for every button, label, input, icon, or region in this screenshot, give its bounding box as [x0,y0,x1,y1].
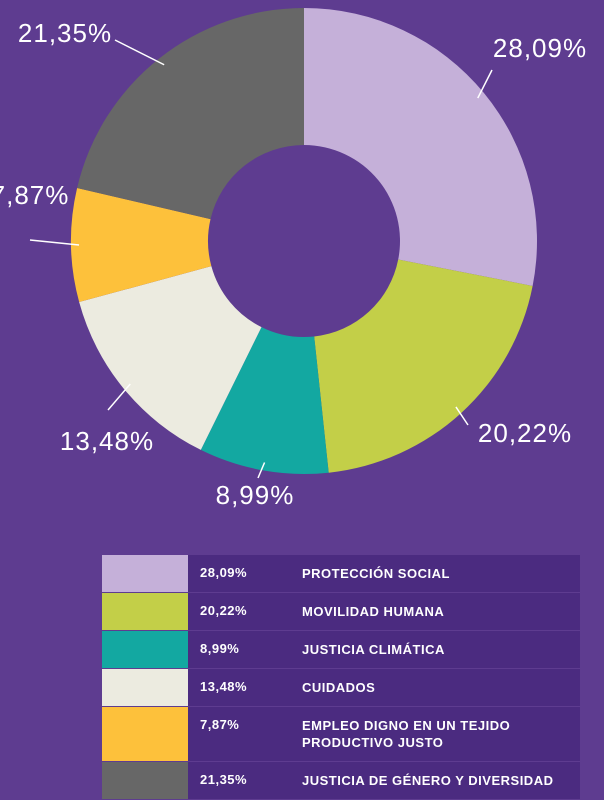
legend-label: JUSTICIA DE GÉNERO Y DIVERSIDAD [302,773,554,788]
donut-segment [77,8,304,220]
legend-label: CUIDADOS [302,680,376,695]
chart: 28,09% 20,22% 8,99% 13,48% 7,87% 21,35% [0,8,587,510]
legend-label: JUSTICIA CLIMÁTICA [302,642,445,657]
legend-row: 28,09% PROTECCIÓN SOCIAL [102,555,580,593]
legend-label: EMPLEO DIGNO EN UN TEJIDO PRODUCTIVO JUS… [302,718,511,750]
data-label: 21,35% [18,18,112,48]
legend-row: 20,22% MOVILIDAD HUMANA [102,593,580,631]
legend-value: 20,22% [200,603,248,618]
leader-line [29,239,80,246]
legend-row: 13,48% CUIDADOS [102,669,580,707]
legend-swatch [102,762,188,799]
donut-segment [304,8,537,286]
legend-swatch [102,631,188,668]
legend-swatch [102,555,188,592]
data-label: 8,99% [216,480,295,510]
legend-swatch [102,593,188,630]
data-label: 13,48% [60,426,154,456]
legend-value: 21,35% [200,772,248,787]
legend-swatch [102,669,188,706]
leader-line [257,462,266,479]
legend-row: 21,35% JUSTICIA DE GÉNERO Y DIVERSIDAD [102,762,580,800]
donut-segment [70,188,212,303]
data-label: 28,09% [493,33,587,63]
leader-line [114,39,165,66]
legend-value: 7,87% [200,717,240,732]
data-label: 7,87% [0,180,69,210]
leader-line [477,69,493,99]
legend-row: 8,99% JUSTICIA CLIMÁTICA [102,631,580,669]
leader-line [107,383,131,411]
donut-segment [314,259,533,473]
data-label: 20,22% [478,418,572,448]
legend-label: MOVILIDAD HUMANA [302,604,445,619]
legend-swatch [102,707,188,761]
legend-label: PROTECCIÓN SOCIAL [302,566,450,581]
legend-value: 8,99% [200,641,240,656]
legend: 28,09% PROTECCIÓN SOCIAL 20,22% MOVILIDAD H… [102,555,580,800]
legend-value: 13,48% [200,679,248,694]
legend-row: 7,87% EMPLEO DIGNO EN UN TEJIDO PRODUCTIV… [102,707,580,762]
leader-line [455,406,469,426]
donut-segment [79,266,262,450]
legend-value: 28,09% [200,565,248,580]
donut-segment [200,327,329,474]
